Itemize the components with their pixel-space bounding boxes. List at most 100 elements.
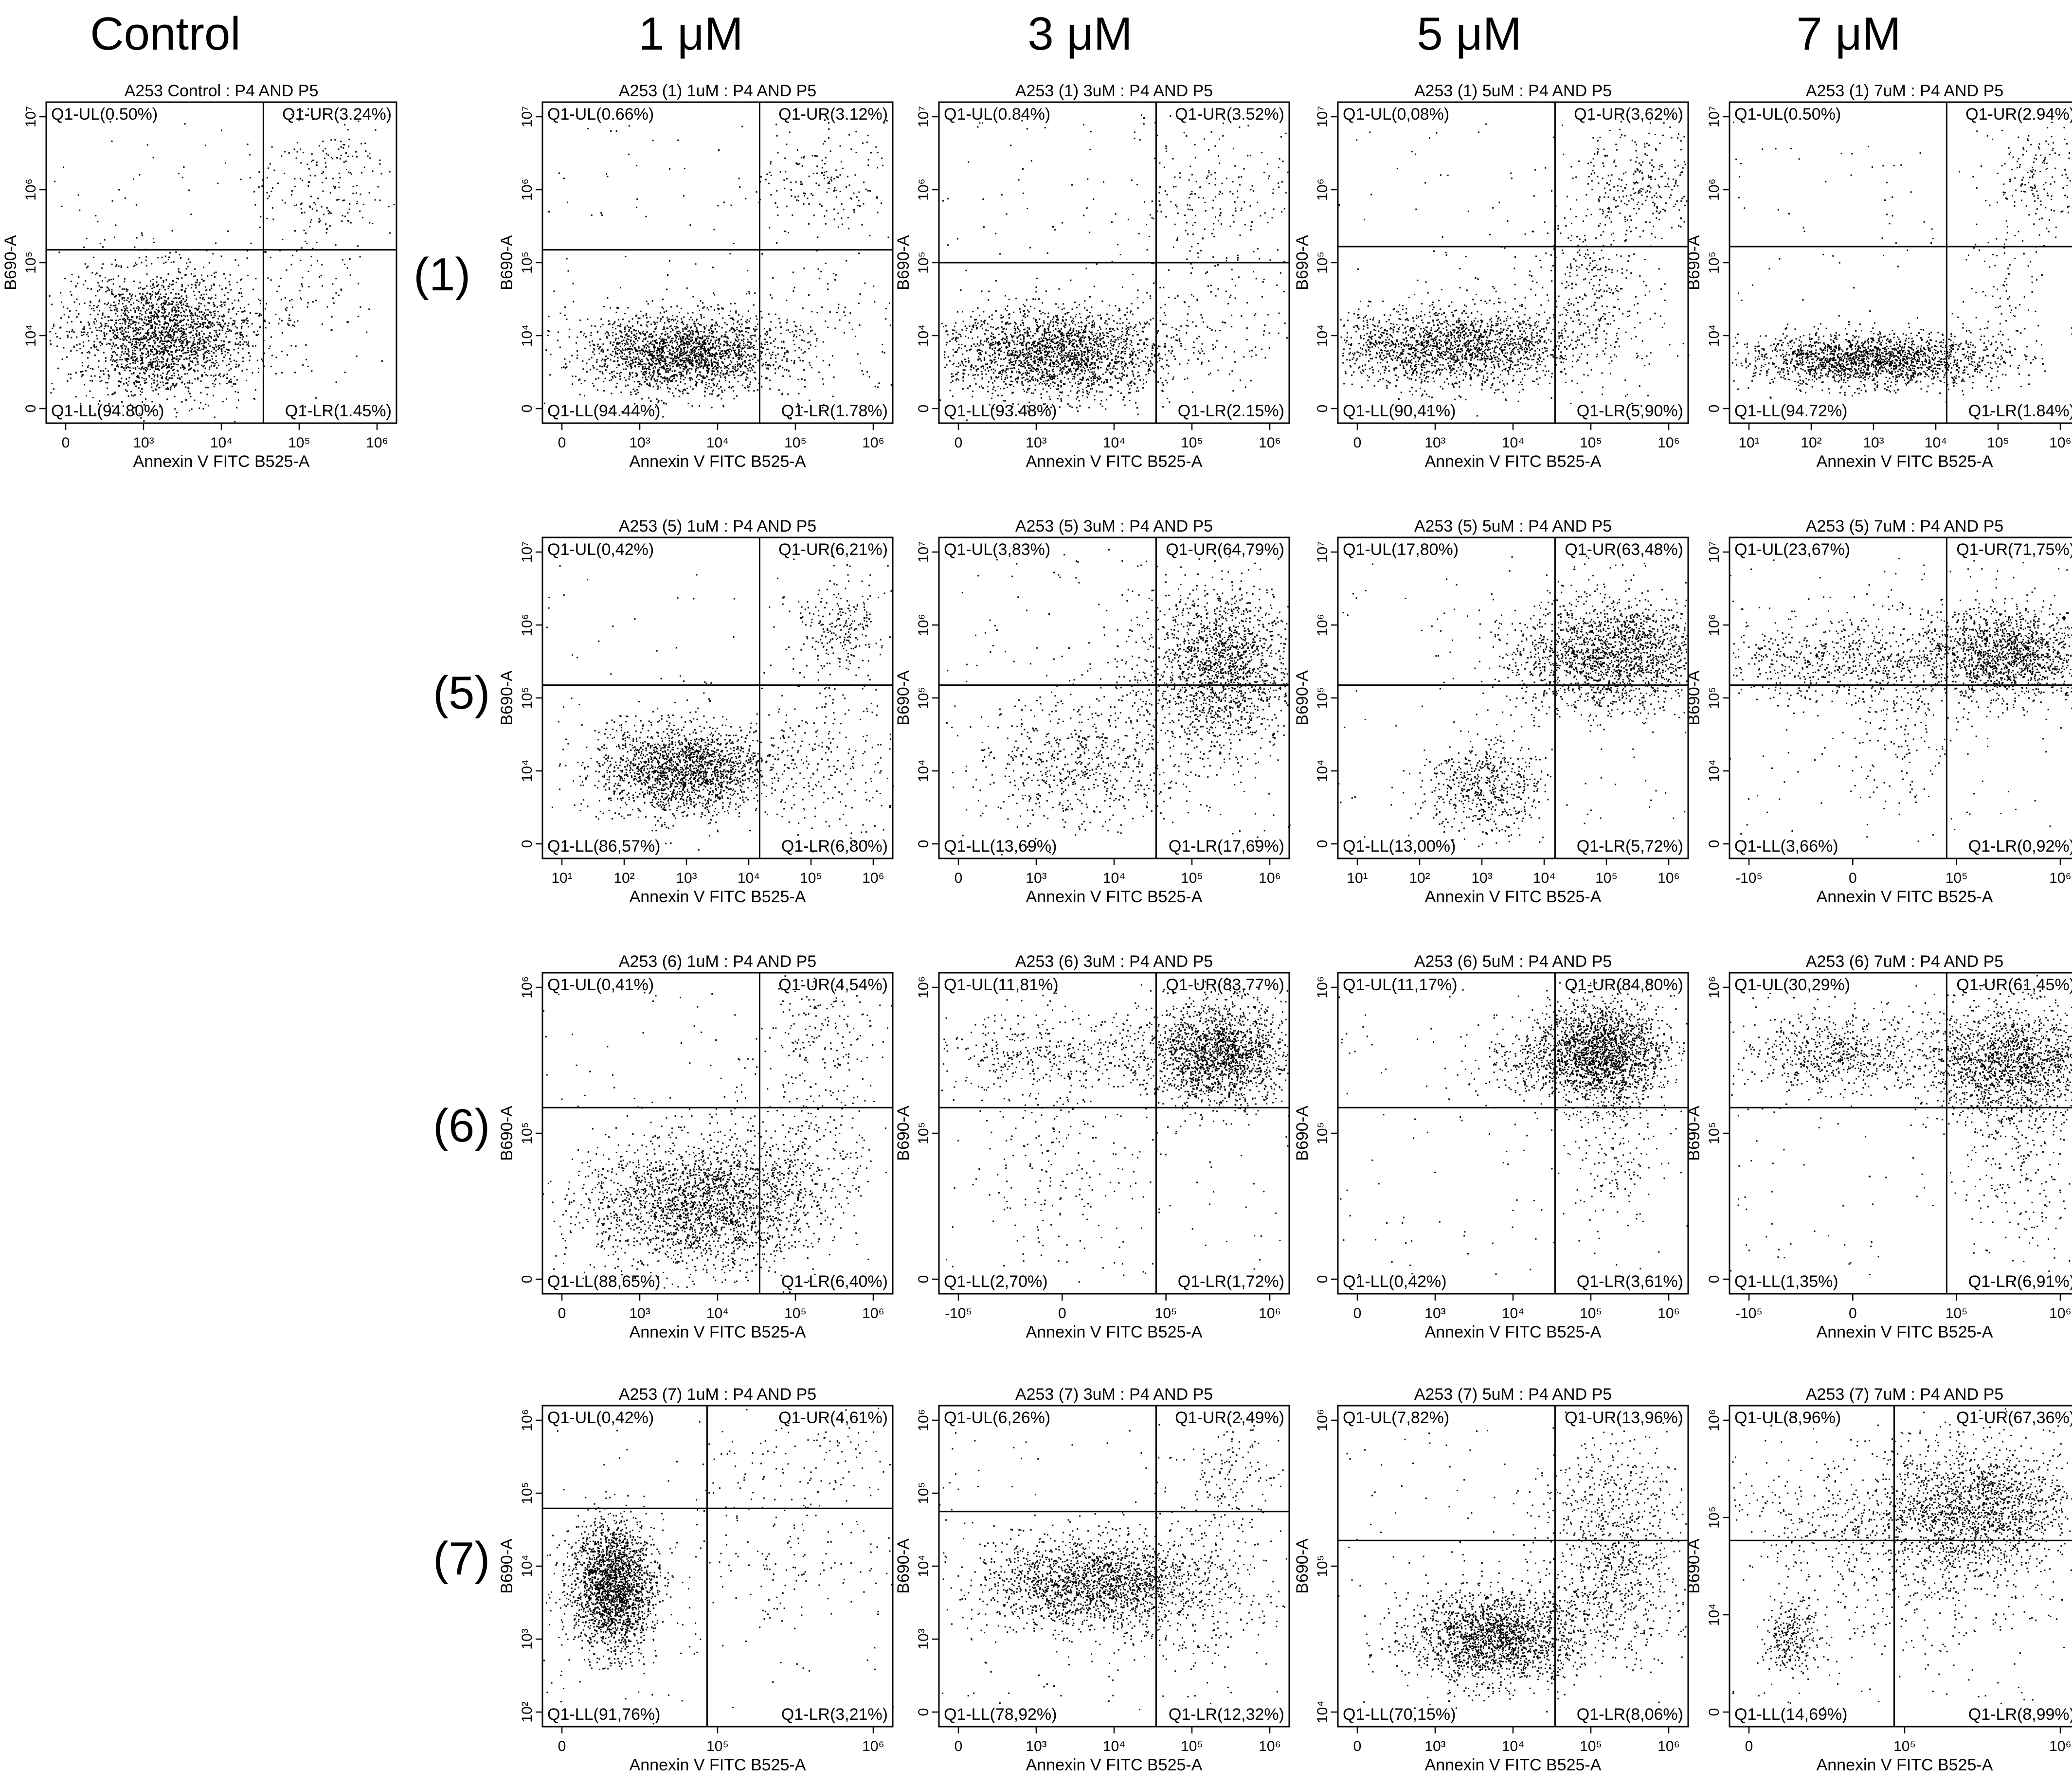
event-dot — [197, 377, 199, 379]
event-dot — [684, 366, 685, 368]
event-dot — [180, 327, 182, 329]
event-dot — [786, 370, 788, 372]
event-dot — [170, 344, 172, 346]
event-dot — [598, 348, 600, 350]
event-dot — [182, 320, 184, 321]
event-dot — [153, 358, 155, 360]
event-dot — [600, 212, 602, 214]
event-dot — [739, 358, 740, 360]
event-dot — [729, 345, 731, 347]
event-dot — [143, 307, 144, 309]
event-dot — [553, 290, 555, 292]
event-dot — [286, 269, 288, 271]
event-dot — [136, 264, 138, 266]
event-dot — [301, 283, 303, 285]
event-dot — [323, 214, 324, 215]
event-dot — [148, 321, 150, 322]
event-dot — [204, 322, 206, 324]
event-dot — [615, 376, 616, 378]
event-dot — [867, 159, 869, 161]
event-dot — [656, 350, 658, 352]
event-dot — [175, 340, 177, 342]
event-dot — [126, 318, 128, 320]
event-dot — [732, 365, 734, 367]
event-dot — [750, 342, 752, 344]
event-dot — [136, 375, 138, 377]
event-dot — [157, 299, 159, 301]
event-dot — [192, 329, 194, 331]
event-dot — [683, 333, 685, 335]
event-dot — [99, 243, 101, 244]
event-dot — [130, 295, 132, 297]
event-dot — [187, 382, 189, 384]
event-dot — [135, 341, 137, 343]
event-dot — [668, 377, 670, 379]
event-dot — [106, 333, 108, 335]
event-dot — [738, 344, 739, 345]
event-dot — [876, 196, 878, 198]
event-dot — [126, 390, 128, 392]
event-dot — [187, 323, 189, 325]
event-dot — [671, 315, 673, 317]
event-dot — [683, 379, 685, 381]
event-dot — [341, 220, 343, 222]
event-dot — [690, 327, 691, 329]
event-dot — [212, 322, 214, 324]
event-dot — [157, 318, 159, 320]
event-dot — [672, 392, 674, 394]
event-dot — [288, 324, 290, 326]
event-dot — [704, 350, 706, 352]
event-dot — [131, 346, 133, 348]
event-dot — [204, 372, 206, 374]
event-dot — [728, 355, 729, 357]
event-dot — [567, 201, 568, 203]
event-dot — [692, 363, 694, 365]
event-dot — [723, 355, 725, 357]
event-dot — [666, 341, 668, 343]
event-dot — [754, 357, 755, 358]
event-dot — [641, 384, 643, 386]
event-dot — [749, 318, 751, 320]
event-dot — [138, 287, 140, 289]
event-dot — [861, 370, 863, 372]
event-dot — [155, 316, 157, 318]
event-dot — [822, 407, 824, 409]
event-dot — [173, 337, 175, 339]
event-dot — [716, 395, 718, 397]
event-dot — [736, 395, 738, 397]
event-dot — [264, 321, 266, 322]
event-dot — [300, 203, 302, 205]
event-dot — [79, 343, 81, 345]
event-dot — [741, 356, 743, 357]
event-dot — [127, 348, 129, 350]
event-dot — [686, 334, 688, 336]
event-dot — [308, 286, 310, 287]
event-dot — [254, 389, 256, 391]
event-dot — [104, 334, 105, 336]
event-dot — [166, 360, 168, 362]
event-dot — [198, 407, 200, 409]
event-dot — [662, 340, 664, 342]
event-dot — [122, 348, 124, 350]
event-dot — [700, 353, 702, 355]
event-dot — [643, 338, 645, 340]
event-dot — [147, 323, 149, 325]
event-dot — [713, 361, 715, 363]
event-dot — [698, 343, 700, 345]
event-dot — [223, 302, 225, 303]
event-dot — [705, 357, 706, 359]
event-dot — [219, 375, 221, 377]
event-dot — [176, 310, 178, 312]
event-dot — [123, 288, 125, 290]
event-dot — [867, 164, 869, 166]
event-dot — [172, 369, 174, 371]
event-dot — [609, 379, 611, 381]
event-dot — [157, 357, 159, 358]
event-dot — [137, 375, 139, 377]
event-dot — [117, 347, 119, 349]
event-dot — [702, 376, 704, 378]
event-dot — [96, 272, 98, 274]
event-dot — [717, 324, 718, 326]
event-dot — [184, 352, 186, 354]
event-dot — [756, 191, 757, 193]
